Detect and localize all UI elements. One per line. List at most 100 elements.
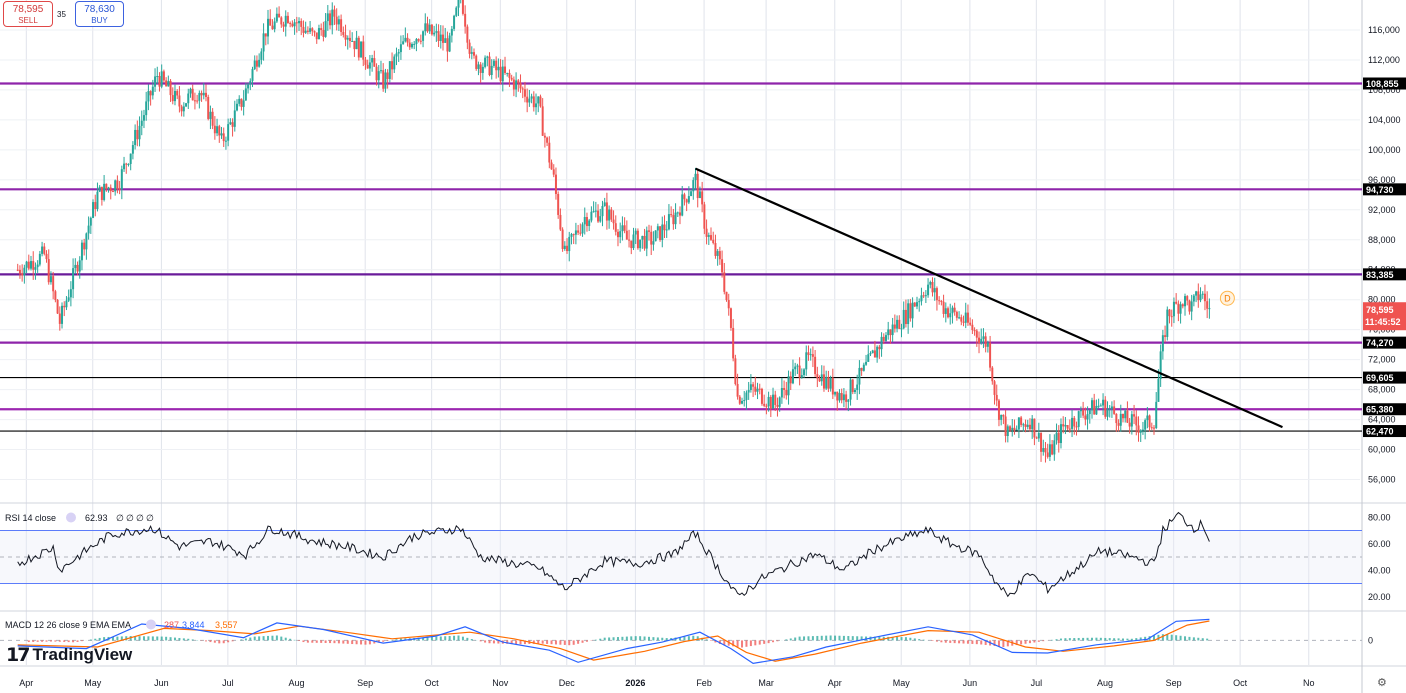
- candle-body: [1009, 426, 1012, 431]
- macd-histogram-bar: [1161, 634, 1164, 641]
- candle-body: [614, 223, 617, 232]
- tradingview-logo[interactable]: 17 TradingView: [6, 644, 132, 666]
- candle-body: [869, 353, 872, 355]
- candle-body: [690, 191, 693, 197]
- candle-body: [169, 80, 172, 96]
- candle-body: [980, 338, 983, 344]
- macd-histogram-bar: [1184, 636, 1187, 641]
- candle-body: [504, 66, 507, 73]
- candle-body: [851, 379, 854, 392]
- rsi-extra-value: ∅: [136, 513, 144, 523]
- price-chart[interactable]: D: [0, 0, 1362, 463]
- x-tick-label: Feb: [696, 678, 712, 688]
- candle-body: [100, 186, 103, 200]
- macd-histogram-bar: [776, 640, 779, 642]
- macd-histogram-bar: [683, 636, 686, 641]
- candle-body: [466, 26, 469, 43]
- candle-body: [377, 71, 380, 81]
- candle-body: [953, 307, 956, 312]
- level-tag-label: 69,605: [1366, 373, 1394, 383]
- rsi-panel[interactable]: RSI 14 close 62.93 ∅ ∅ ∅ ∅: [0, 511, 1362, 598]
- candle-body: [1093, 400, 1096, 415]
- candle-body: [264, 33, 267, 37]
- candle-body: [185, 103, 188, 107]
- macd-histogram-bar: [1077, 637, 1080, 641]
- candle-body: [727, 300, 730, 309]
- rsi-extra-value: ∅: [116, 513, 124, 523]
- candle-body: [931, 281, 934, 293]
- candle-body: [696, 173, 699, 199]
- candle-body: [752, 384, 755, 387]
- candle-body: [1128, 422, 1131, 427]
- macd-histogram-bar: [714, 640, 717, 643]
- macd-histogram-bar: [1192, 637, 1195, 641]
- candle-body: [1000, 414, 1003, 420]
- candle-body: [229, 122, 232, 125]
- price-tick-label: 96,000: [1368, 175, 1396, 185]
- candle-body: [422, 31, 425, 41]
- candle-body: [583, 217, 586, 225]
- candle-body: [621, 225, 624, 232]
- candle-body: [499, 66, 502, 82]
- macd-histogram-bar: [873, 636, 876, 641]
- candle-body: [900, 328, 903, 330]
- candle-body: [849, 379, 852, 400]
- candle-body: [156, 76, 159, 78]
- rsi-tick-label: 20.00: [1368, 592, 1391, 602]
- price-axis[interactable]: 116,000 112,000 108,000 104,000 100,000 96,00…: [1363, 25, 1406, 645]
- candle-body: [1164, 335, 1167, 337]
- macd-histogram-bar: [191, 639, 194, 641]
- candle-body: [1028, 424, 1031, 430]
- candle-body: [628, 239, 631, 241]
- x-tick-label: Aug: [289, 678, 305, 688]
- macd-histogram-bar: [515, 640, 518, 645]
- candle-body: [958, 317, 961, 319]
- candle-body: [437, 31, 440, 41]
- macd-histogram-bar: [904, 637, 907, 641]
- macd-histogram-bar: [550, 640, 553, 645]
- sell-button[interactable]: 78,595 SELL: [3, 1, 53, 27]
- macd-histogram-bar: [351, 640, 354, 645]
- candle-body: [659, 226, 662, 240]
- macd-histogram-bar: [847, 636, 850, 641]
- buy-button[interactable]: 78,630 BUY: [75, 1, 124, 27]
- candle-body: [80, 242, 83, 261]
- time-axis[interactable]: Apr May Jun Jul Aug Sep Oct Nov Dec 2026 Feb Mar Apr…: [19, 678, 1314, 688]
- macd-histogram-bar: [430, 637, 433, 641]
- macd-histogram-bar: [422, 637, 425, 641]
- candle-body: [158, 76, 161, 87]
- candle-body: [1082, 410, 1085, 416]
- macd-histogram-bar: [572, 640, 575, 645]
- candle-body: [993, 381, 996, 395]
- candle-body: [1161, 335, 1164, 352]
- candle-body: [430, 24, 433, 35]
- price-tick-label: 92,000: [1368, 205, 1396, 215]
- macd-histogram-bar: [466, 637, 469, 641]
- macd-histogram-bar: [142, 636, 145, 641]
- candle-body: [304, 30, 307, 33]
- candle-body: [362, 41, 365, 60]
- price-tick-label: 108,000: [1368, 85, 1401, 95]
- candle-body: [415, 39, 418, 44]
- candle-body: [408, 42, 411, 48]
- candle-body: [1066, 425, 1069, 429]
- candle-body: [772, 394, 775, 409]
- candle-body: [1124, 410, 1127, 419]
- candle-body: [298, 21, 301, 24]
- candle-body: [30, 261, 33, 269]
- gear-icon[interactable]: ⚙: [1377, 677, 1387, 689]
- x-tick-label: May: [893, 678, 911, 688]
- candle-body: [807, 352, 810, 355]
- rsi-tick-label: 40.00: [1368, 565, 1391, 575]
- candle-body: [685, 199, 688, 203]
- candle-body: [315, 32, 318, 40]
- candle-body: [200, 92, 203, 96]
- candle-body: [275, 13, 278, 22]
- candle-body: [107, 187, 110, 189]
- macd-histogram-bar: [1099, 637, 1102, 641]
- candle-body: [207, 96, 210, 119]
- candle-body: [85, 233, 88, 250]
- macd-panel[interactable]: MACD 12 26 close 9 EMA EMA 287 3,844 3,557: [0, 618, 1362, 665]
- candle-body: [49, 276, 52, 283]
